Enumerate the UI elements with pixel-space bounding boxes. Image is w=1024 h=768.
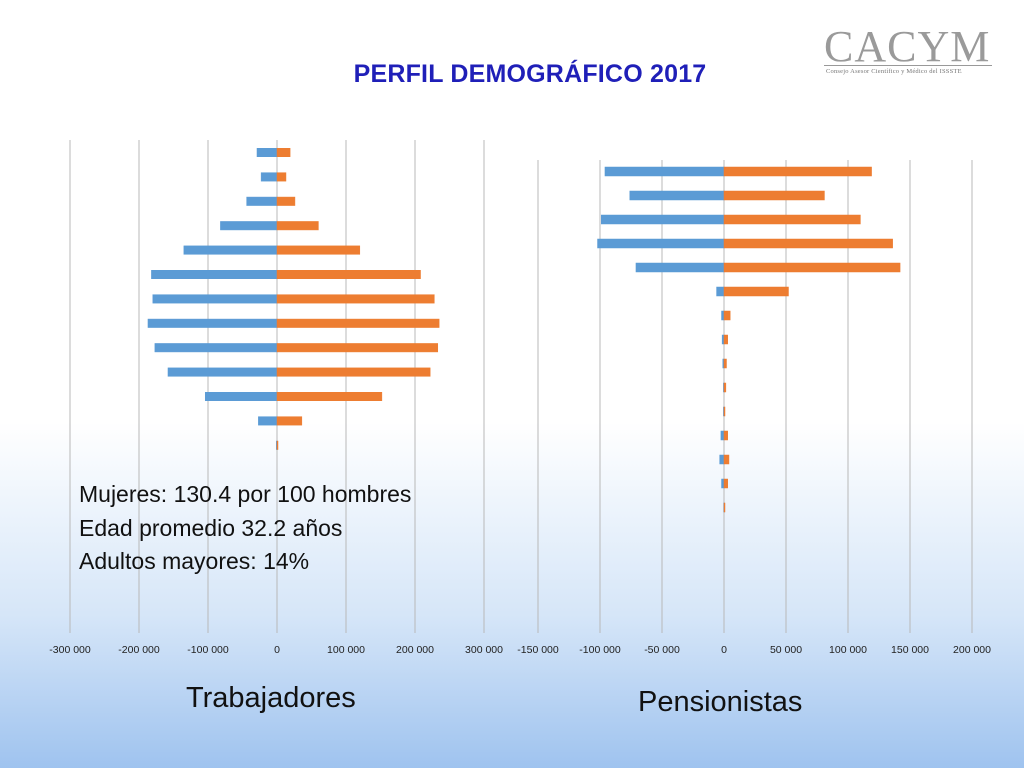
bar-left-series	[204, 392, 278, 401]
bar-left-series	[220, 221, 278, 231]
bar-right-series	[276, 416, 303, 426]
bar-right-series	[723, 502, 726, 513]
bar-left-series	[721, 334, 725, 345]
bar-left-series	[154, 343, 278, 353]
bar-left-series	[629, 190, 725, 201]
x-tick-label: -50 000	[644, 644, 680, 656]
bar-left-series	[152, 294, 278, 304]
x-tick-label: 0	[721, 644, 727, 656]
cacym-logo: CACYM Consejo Asesor Científico y Médico…	[824, 24, 994, 78]
bar-right-series	[723, 430, 728, 441]
bar-left-series	[635, 262, 725, 273]
bar-right-series	[276, 172, 287, 182]
bar-left-series	[167, 367, 278, 377]
bar-right-series	[723, 190, 825, 201]
bar-right-series	[276, 367, 431, 377]
bar-left-series	[147, 318, 278, 328]
bar-left-series	[597, 238, 725, 249]
bar-right-series	[723, 166, 872, 177]
summary-annotations: Mujeres: 130.4 por 100 hombres Edad prom…	[79, 478, 411, 579]
bar-right-series	[723, 334, 728, 345]
x-tick-label: -150 000	[517, 644, 559, 656]
bar-right-series	[276, 392, 383, 401]
bar-right-series	[723, 382, 727, 393]
x-tick-label: 150 000	[891, 644, 929, 656]
bar-right-series	[276, 343, 439, 353]
bar-left-series	[260, 172, 278, 182]
bar-left-series	[719, 454, 725, 465]
bar-right-series	[723, 310, 731, 321]
bar-left-series	[600, 214, 725, 225]
bar-left-series	[721, 478, 725, 489]
bar-right-series	[723, 454, 730, 465]
x-tick-label: 200 000	[953, 644, 991, 656]
bar-right-series	[723, 286, 789, 297]
bar-right-series	[723, 262, 901, 273]
bar-right-series	[276, 148, 291, 157]
bar-right-series	[276, 440, 279, 450]
chart-label-trabajadores: Trabajadores	[186, 682, 356, 714]
x-tick-label: 300 000	[465, 644, 503, 656]
x-tick-label: 200 000	[396, 644, 434, 656]
bar-left-series	[183, 245, 278, 255]
bar-left-series	[721, 310, 725, 321]
annotation-women-ratio: Mujeres: 130.4 por 100 hombres	[79, 481, 412, 507]
bar-right-series	[276, 245, 361, 255]
x-tick-label: 0	[274, 644, 280, 656]
x-tick-label: 100 000	[327, 644, 365, 656]
annotation-average-age: Edad promedio 32.2 años	[79, 514, 343, 541]
x-tick-label: -200 000	[118, 644, 160, 656]
x-tick-label: -300 000	[49, 644, 91, 656]
annotation-older-adults: Adultos mayores: 14%	[79, 548, 310, 574]
bar-right-series	[723, 406, 726, 417]
bar-left-series	[258, 416, 278, 426]
bar-right-series	[723, 358, 727, 369]
bar-right-series	[723, 238, 893, 249]
logo-wordmark: CACYM	[824, 22, 991, 71]
bar-right-series	[276, 270, 421, 279]
bar-right-series	[276, 221, 319, 231]
bar-left-series	[716, 286, 725, 297]
bar-right-series	[276, 196, 296, 206]
bar-left-series	[256, 148, 278, 157]
x-tick-label: 50 000	[770, 644, 802, 656]
chart-label-pensionistas: Pensionistas	[638, 686, 803, 718]
bar-right-series	[276, 294, 435, 304]
x-tick-label: -100 000	[187, 644, 229, 656]
bar-left-series	[246, 196, 278, 206]
x-tick-label: -100 000	[579, 644, 621, 656]
x-tick-label: 100 000	[829, 644, 867, 656]
bar-left-series	[151, 270, 278, 279]
bar-left-series	[720, 430, 725, 441]
bar-right-series	[276, 318, 440, 328]
logo-divider	[824, 65, 992, 66]
logo-subtitle: Consejo Asesor Científico y Médico del I…	[826, 68, 962, 75]
page-title: PERFIL DEMOGRÁFICO 2017	[353, 60, 707, 88]
bar-right-series	[723, 478, 728, 489]
bar-right-series	[723, 214, 861, 225]
bar-left-series	[604, 166, 725, 177]
